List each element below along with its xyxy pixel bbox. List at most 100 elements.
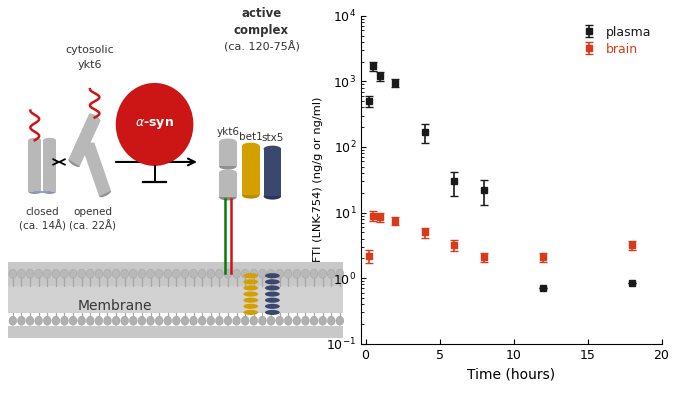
Ellipse shape xyxy=(116,83,193,166)
Ellipse shape xyxy=(78,316,86,325)
Ellipse shape xyxy=(34,269,43,278)
Ellipse shape xyxy=(243,285,258,290)
Ellipse shape xyxy=(243,298,258,303)
Ellipse shape xyxy=(319,269,327,278)
Ellipse shape xyxy=(112,316,120,325)
Bar xyxy=(219,142,236,166)
Text: ykt6: ykt6 xyxy=(77,60,102,70)
Text: cytosolic: cytosolic xyxy=(65,45,114,55)
Ellipse shape xyxy=(259,269,266,278)
Ellipse shape xyxy=(310,316,318,325)
Ellipse shape xyxy=(233,269,240,278)
Ellipse shape xyxy=(9,316,17,325)
Ellipse shape xyxy=(265,285,280,290)
Ellipse shape xyxy=(250,316,258,325)
Ellipse shape xyxy=(265,298,280,303)
Bar xyxy=(68,114,101,166)
Ellipse shape xyxy=(82,143,94,150)
Ellipse shape xyxy=(86,269,94,278)
Legend: plasma, brain: plasma, brain xyxy=(577,22,655,59)
Bar xyxy=(83,143,111,196)
Ellipse shape xyxy=(265,279,280,284)
Ellipse shape xyxy=(242,143,259,149)
Text: bet1: bet1 xyxy=(239,132,263,142)
Ellipse shape xyxy=(302,269,309,278)
Ellipse shape xyxy=(219,194,236,200)
Ellipse shape xyxy=(43,189,56,194)
Ellipse shape xyxy=(112,269,120,278)
Bar xyxy=(8,262,342,286)
Ellipse shape xyxy=(243,273,258,278)
Text: $\alpha$-syn: $\alpha$-syn xyxy=(135,117,174,132)
Ellipse shape xyxy=(26,269,34,278)
Ellipse shape xyxy=(275,316,284,325)
Ellipse shape xyxy=(207,316,215,325)
Ellipse shape xyxy=(164,316,171,325)
Ellipse shape xyxy=(172,316,180,325)
Text: active: active xyxy=(242,7,281,20)
Ellipse shape xyxy=(242,192,259,199)
Ellipse shape xyxy=(104,269,111,278)
Ellipse shape xyxy=(86,316,94,325)
Ellipse shape xyxy=(224,316,232,325)
Ellipse shape xyxy=(95,269,103,278)
Ellipse shape xyxy=(78,269,86,278)
Ellipse shape xyxy=(198,316,206,325)
Text: (ca. 14Å): (ca. 14Å) xyxy=(19,220,65,232)
Ellipse shape xyxy=(275,269,284,278)
Ellipse shape xyxy=(99,190,111,197)
Text: stx5: stx5 xyxy=(261,133,284,143)
Ellipse shape xyxy=(130,269,137,278)
Ellipse shape xyxy=(224,269,232,278)
Ellipse shape xyxy=(243,304,258,309)
Ellipse shape xyxy=(310,269,318,278)
Text: opened: opened xyxy=(74,207,112,217)
Ellipse shape xyxy=(265,273,280,278)
Ellipse shape xyxy=(138,316,146,325)
Ellipse shape xyxy=(319,316,327,325)
Ellipse shape xyxy=(18,269,26,278)
Ellipse shape xyxy=(336,316,344,325)
Ellipse shape xyxy=(52,316,59,325)
Ellipse shape xyxy=(265,304,280,309)
Bar xyxy=(242,146,259,196)
Bar xyxy=(28,140,41,192)
Text: ykt6: ykt6 xyxy=(216,128,240,137)
X-axis label: Time (hours): Time (hours) xyxy=(467,367,556,381)
Ellipse shape xyxy=(164,269,171,278)
Ellipse shape xyxy=(284,316,292,325)
Ellipse shape xyxy=(215,269,223,278)
Ellipse shape xyxy=(263,193,281,199)
Ellipse shape xyxy=(215,316,223,325)
Ellipse shape xyxy=(28,189,41,194)
Ellipse shape xyxy=(89,113,101,122)
Ellipse shape xyxy=(267,316,275,325)
Ellipse shape xyxy=(43,269,51,278)
Text: complex: complex xyxy=(234,24,289,38)
Ellipse shape xyxy=(207,269,215,278)
Ellipse shape xyxy=(121,316,128,325)
Bar xyxy=(263,149,281,196)
Ellipse shape xyxy=(68,159,80,167)
Ellipse shape xyxy=(243,292,258,297)
Ellipse shape xyxy=(190,316,197,325)
Ellipse shape xyxy=(243,279,258,284)
Ellipse shape xyxy=(121,269,128,278)
Ellipse shape xyxy=(336,269,344,278)
Ellipse shape xyxy=(138,269,146,278)
Ellipse shape xyxy=(95,316,103,325)
Ellipse shape xyxy=(181,316,189,325)
Ellipse shape xyxy=(70,269,77,278)
Ellipse shape xyxy=(327,316,335,325)
Ellipse shape xyxy=(172,269,180,278)
Ellipse shape xyxy=(52,269,59,278)
Ellipse shape xyxy=(70,316,77,325)
Y-axis label: FTI (LNK-754) (ng/g or ng/ml): FTI (LNK-754) (ng/g or ng/ml) xyxy=(313,97,323,262)
Ellipse shape xyxy=(18,316,26,325)
Text: closed: closed xyxy=(26,207,59,217)
Ellipse shape xyxy=(61,269,68,278)
Ellipse shape xyxy=(302,316,309,325)
Ellipse shape xyxy=(130,316,137,325)
Ellipse shape xyxy=(61,316,68,325)
Ellipse shape xyxy=(181,269,189,278)
